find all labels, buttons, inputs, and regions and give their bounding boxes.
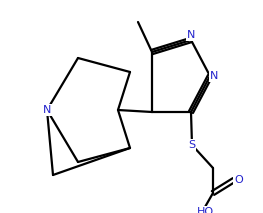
Text: S: S (188, 140, 196, 150)
Text: HO: HO (196, 207, 214, 213)
Text: N: N (43, 105, 51, 115)
Text: N: N (210, 71, 218, 81)
Text: N: N (187, 30, 195, 40)
Text: O: O (234, 175, 243, 185)
